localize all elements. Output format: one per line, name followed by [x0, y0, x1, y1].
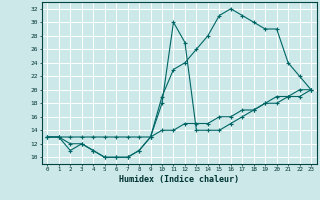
X-axis label: Humidex (Indice chaleur): Humidex (Indice chaleur) [119, 175, 239, 184]
